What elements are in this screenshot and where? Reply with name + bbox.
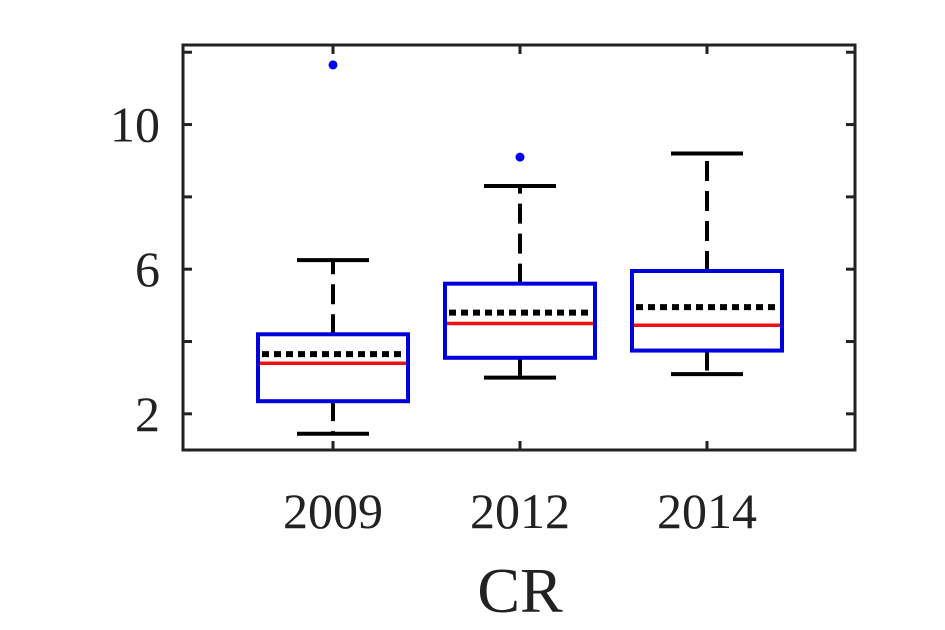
- outlier-point: [515, 152, 525, 162]
- box-group: [443, 152, 597, 380]
- y-tick-label: 2: [135, 386, 160, 442]
- box-group: [630, 151, 784, 377]
- y-axis-ticks: 2 6 10: [110, 50, 855, 442]
- box-iqr: [630, 269, 784, 353]
- x-tick-label: 2014: [657, 483, 757, 539]
- box-iqr: [443, 281, 597, 360]
- x-tick-label: 2012: [470, 483, 570, 539]
- box-group: [256, 60, 410, 436]
- y-tick-label: 10: [110, 97, 160, 153]
- box-iqr: [256, 332, 410, 404]
- x-axis-title: CR: [477, 555, 563, 626]
- plot-marks: [256, 60, 784, 436]
- x-axis-tick-labels: 2009 2012 2014: [283, 45, 757, 539]
- outlier-point: [328, 60, 338, 70]
- y-tick-label: 6: [135, 241, 160, 297]
- x-tick-label: 2009: [283, 483, 383, 539]
